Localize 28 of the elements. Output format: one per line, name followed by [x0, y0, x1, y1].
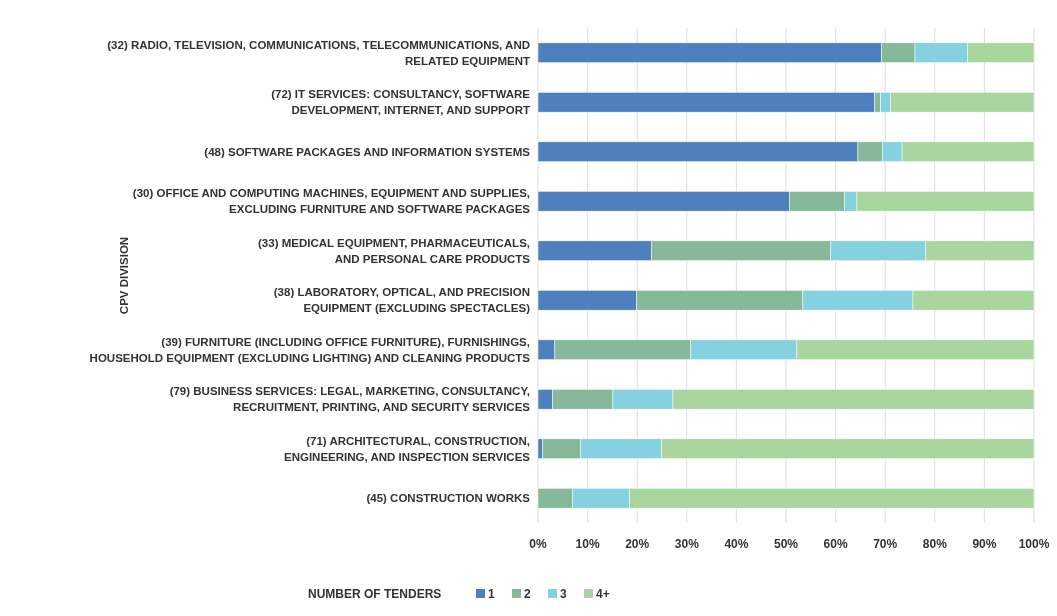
x-tick-label: 50%	[773, 537, 799, 551]
legend-label: 1	[488, 587, 495, 601]
y-tick-label: (33) MEDICAL EQUIPMENT, PHARMACEUTICALS, AND PERSONAL CARE PRODUCTS	[258, 236, 531, 265]
legend-title: NUMBER OF TENDERS	[308, 587, 442, 601]
x-tick-label: 20%	[625, 537, 650, 551]
y-tick-label: (39) FURNITURE (INCLUDING OFFICE FURNITURE), FURNISHINGS, HOUSEHOLD EQUIPMENT (EXCLUDING LIGHTING) AND CLEANING PRODUCTS	[89, 335, 531, 364]
y-tick-label: (71) ARCHITECTURAL, CONSTRUCTION, ENGINEERING, AND INSPECTION SERVICES	[283, 434, 531, 463]
y-tick-label: (79) BUSINESS SERVICES: LEGAL, MARKETING, CONSULTANCY, RECRUITMENT, PRINTING, AND SECURITY SERVICES	[169, 385, 531, 414]
y-tick-label: (32) RADIO, TELEVISION, COMMUNICATIONS, TELECOMMUNICATIONS, AND RELATED EQUIPMENT	[107, 38, 530, 67]
legend-label: 3	[560, 587, 567, 601]
x-tick-label: 0%	[529, 537, 547, 551]
x-tick-label: 80%	[922, 537, 948, 551]
x-tick-label: 60%	[823, 537, 848, 551]
legend-label: 2	[524, 587, 531, 601]
y-tick-label: (30) OFFICE AND COMPUTING MACHINES, EQUIPMENT AND SUPPLIES, EXCLUDING FURNITURE AND SOFTWARE PACKAGES	[132, 187, 531, 216]
bar	[537, 92, 876, 113]
x-tick-label: 90%	[972, 537, 997, 551]
legend-label: 4+	[596, 587, 610, 601]
y-tick-label: (72) IT SERVICES: CONSULTANCY, SOFTWARE DEVELOPMENT, INTERNET, AND SUPPORT	[271, 88, 531, 117]
x-tick-label: 30%	[674, 537, 700, 551]
y-tick-label: (38) LABORATORY, OPTICAL, AND PRECISION EQUIPMENT (EXCLUDING SPECTACLES)	[273, 286, 531, 315]
x-tick-label: 10%	[575, 537, 600, 551]
y-tick-label: (45) CONSTRUCTION WORKS	[366, 492, 531, 505]
y-axis-title: CPV DIVISION	[118, 236, 130, 315]
x-tick-label: 70%	[873, 537, 898, 551]
x-tick-label: 40%	[724, 537, 749, 551]
x-tick-label: 100%	[1018, 537, 1050, 551]
y-tick-label: (48) SOFTWARE PACKAGES AND INFORMATION SYSTEMS	[204, 145, 531, 158]
